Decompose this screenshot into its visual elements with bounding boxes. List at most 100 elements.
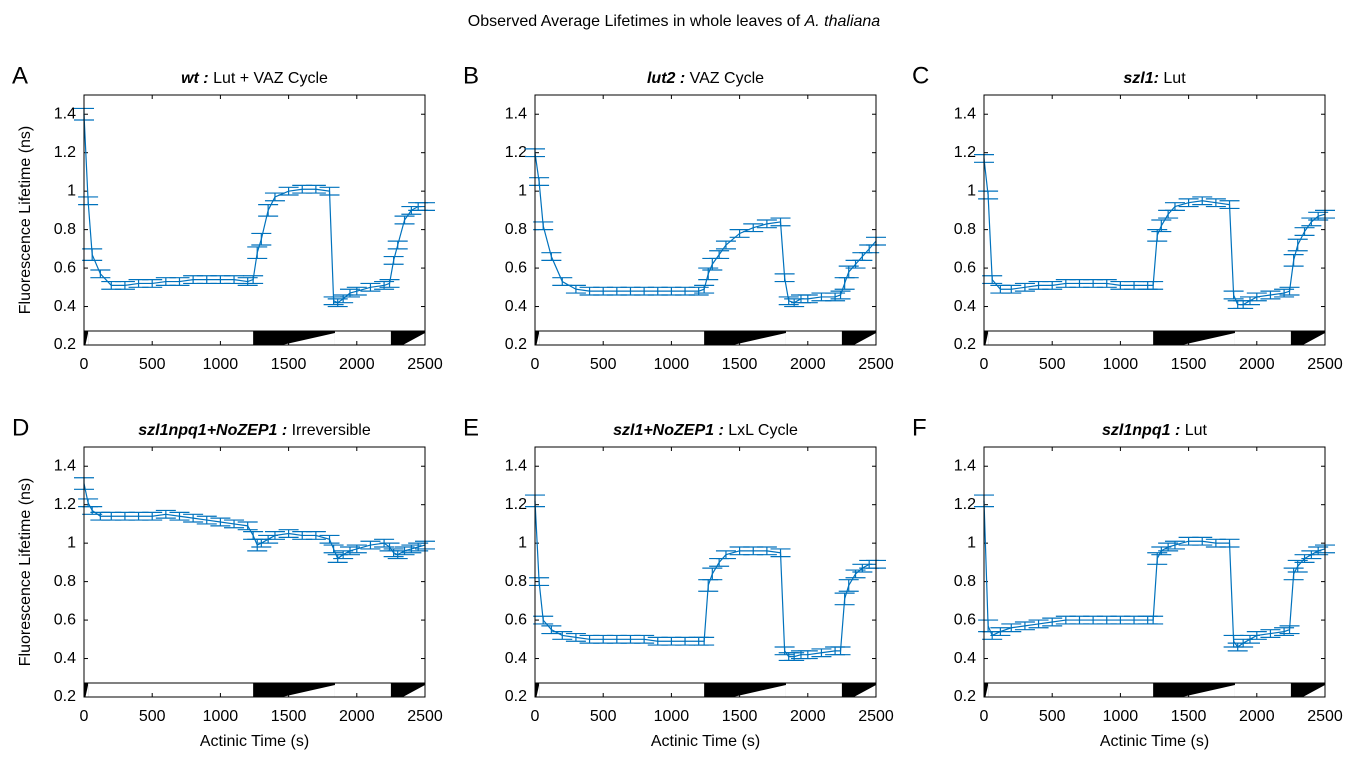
x-tick-label: 2000 [339,356,375,373]
plot-area [535,95,876,345]
y-tick-label: 1 [67,182,76,199]
y-tick-label: 0.2 [54,688,76,705]
y-tick-label: 0.4 [954,650,976,667]
y-tick-label: 0.2 [954,336,976,353]
error-bar [797,294,818,304]
error-bar [264,531,285,540]
error-bar [770,548,791,558]
panel-label: F [912,414,927,441]
y-axis-label: Fluorescence Lifetime (ns) [17,126,34,315]
subplot-genotype: szl1npq1+NoZEP1 : [138,422,287,439]
x-tick-label: 2500 [1307,356,1343,373]
error-bar [1042,617,1063,627]
error-bar [82,506,103,515]
error-bar [688,286,709,296]
error-bar [756,219,777,229]
error-bar [1143,615,1164,625]
error-bar [247,246,268,260]
x-tick-label: 2500 [858,356,894,373]
x-tick-label: 2500 [858,708,894,725]
error-bar [264,192,285,202]
y-tick-label: 0.4 [54,298,76,315]
x-tick-label: 1500 [271,708,307,725]
axes-box [534,446,877,698]
error-bar [243,275,264,285]
y-tick-label: 0.8 [54,573,76,590]
y-tick-label: 1.4 [954,105,976,122]
y-tick-label: 0.2 [505,336,527,353]
error-bar [774,646,795,656]
y-tick-label: 0.6 [54,611,76,628]
x-tick-label: 2500 [407,708,443,725]
x-tick-label: 2000 [1239,708,1275,725]
y-tick-label: 0.6 [954,611,976,628]
error-bar [183,513,204,523]
x-axis-label: Actinic Time (s) [200,733,309,750]
plot-area [984,447,1325,697]
error-bar [541,252,562,261]
error-bar [155,509,176,519]
y-tick-label: 1 [967,182,976,199]
error-bar [830,646,851,656]
x-tick-label: 1000 [1103,708,1139,725]
dark-period-ramp [853,685,876,697]
dark-period-ramp [402,333,425,345]
error-bar [387,240,408,250]
dark-period-ramp [1302,685,1325,697]
error-bar [811,648,832,658]
y-tick-label: 0.2 [954,688,976,705]
error-bar [694,636,715,646]
dark-period-ramp [536,333,540,345]
error-bar [196,515,217,525]
plot-area [84,95,425,345]
x-axis-label: Actinic Time (s) [651,733,760,750]
error-bar [634,634,655,644]
error-bar [1274,627,1295,637]
y-tick-label: 1.4 [54,105,76,122]
error-bar [319,534,340,544]
x-tick-label: 0 [980,708,989,725]
error-bar [978,190,999,200]
x-tick-label: 2000 [790,356,826,373]
y-tick-label: 1.2 [954,144,976,161]
axes-box [83,94,426,346]
error-bar [1014,282,1035,292]
error-bar [90,269,111,279]
error-bar [552,631,573,640]
subplot-condition: Lut [1163,70,1186,87]
x-tick-label: 500 [139,356,166,373]
x-tick-label: 1000 [203,356,239,373]
error-bar [1042,280,1063,290]
subplot-genotype: lut2 : [647,70,685,87]
error-bar [529,577,550,587]
error-bar [702,567,723,581]
subplot-genotype: szl1+NoZEP1 : [613,422,724,439]
error-bar [774,273,795,283]
error-bar [1279,286,1300,296]
axes-box [534,94,877,346]
panel-label: D [12,414,29,441]
error-bar [114,280,135,290]
x-tick-label: 0 [80,356,89,373]
error-bar [237,521,258,531]
error-bar [305,184,326,194]
error-bar [1001,284,1022,294]
y-tick-label: 0.2 [505,688,527,705]
error-bar [1192,196,1213,206]
subplot-title: szl1: Lut [1123,70,1186,87]
x-tick-label: 1000 [1103,356,1139,373]
error-bar [1096,279,1117,288]
error-bar [210,517,231,527]
error-bar [258,204,279,217]
x-axis-label: Actinic Time (s) [1100,733,1209,750]
error-bar [1260,290,1281,300]
error-bar [224,519,245,529]
error-bar [715,240,736,250]
subplot-genotype: szl1npq1 : [1102,422,1180,439]
error-bar [825,292,846,302]
y-tick-label: 0.8 [505,573,527,590]
error-bar [360,282,381,292]
subplot-condition: Lut + VAZ Cycle [213,70,328,87]
plot-area [84,447,425,697]
